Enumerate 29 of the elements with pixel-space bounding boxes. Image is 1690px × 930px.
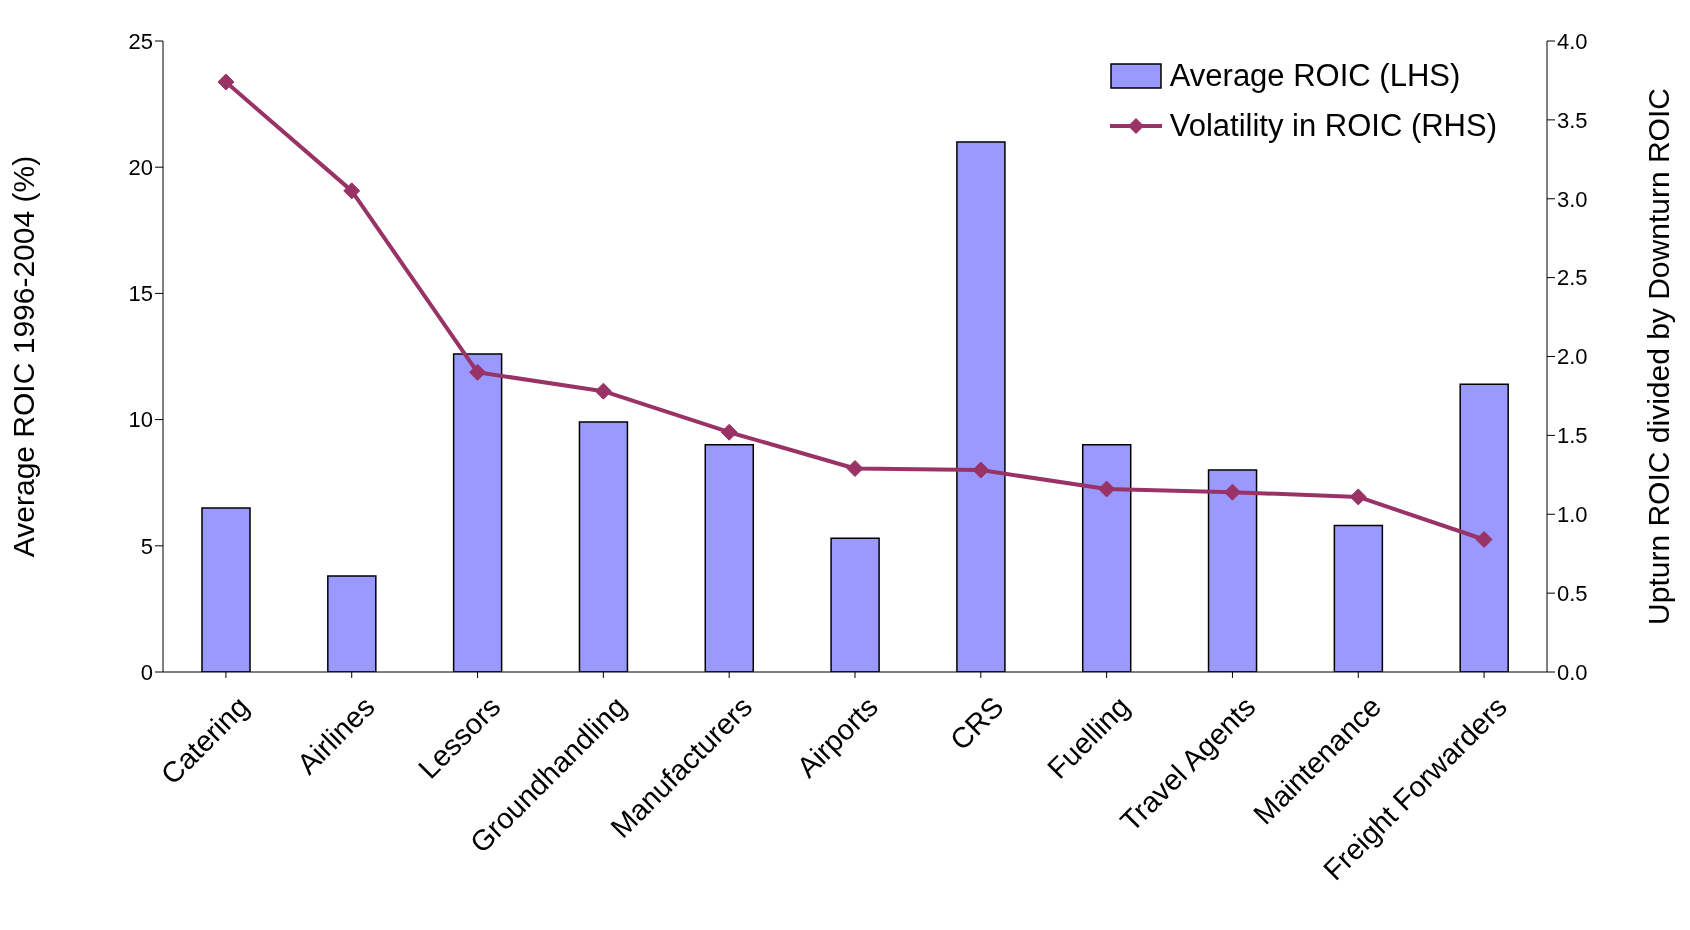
legend-label: Volatility in ROIC (RHS) <box>1169 108 1497 144</box>
point <box>594 382 612 400</box>
y-axis-title: Average ROIC 1996-2004 (%) <box>6 155 40 558</box>
point <box>217 73 235 91</box>
point <box>343 182 361 200</box>
y-tick-label: 0 <box>140 659 153 685</box>
y-tick-label: 5 <box>140 533 153 559</box>
y2-tick-label: 2.5 <box>1557 265 1588 291</box>
y-tick-label: 25 <box>128 28 153 54</box>
y2-tick-label: 3.0 <box>1557 186 1588 212</box>
point <box>720 423 738 441</box>
y2-tick-label: 3.5 <box>1557 107 1588 133</box>
y2-tick-label: 0.5 <box>1557 580 1588 606</box>
y2-tick-label: 2.0 <box>1557 344 1588 370</box>
y2-tick-label: 1.5 <box>1557 423 1588 449</box>
y2-tick-label: 1.0 <box>1557 502 1588 528</box>
point <box>972 461 990 479</box>
y-tick-label: 15 <box>128 281 153 307</box>
point <box>1475 530 1493 548</box>
y-tick-label: 10 <box>128 407 153 433</box>
y-tick-label: 20 <box>128 155 153 181</box>
legend-label: Average ROIC (LHS) <box>1169 58 1461 94</box>
point <box>469 363 487 381</box>
point <box>1098 480 1116 498</box>
y2-tick-label: 0.0 <box>1557 659 1588 685</box>
y2-tick-label: 4.0 <box>1557 28 1588 54</box>
point <box>846 460 864 477</box>
y2-axis-title: Upturn ROIC divided by Downturn ROIC <box>1641 88 1675 625</box>
point <box>1349 488 1367 506</box>
